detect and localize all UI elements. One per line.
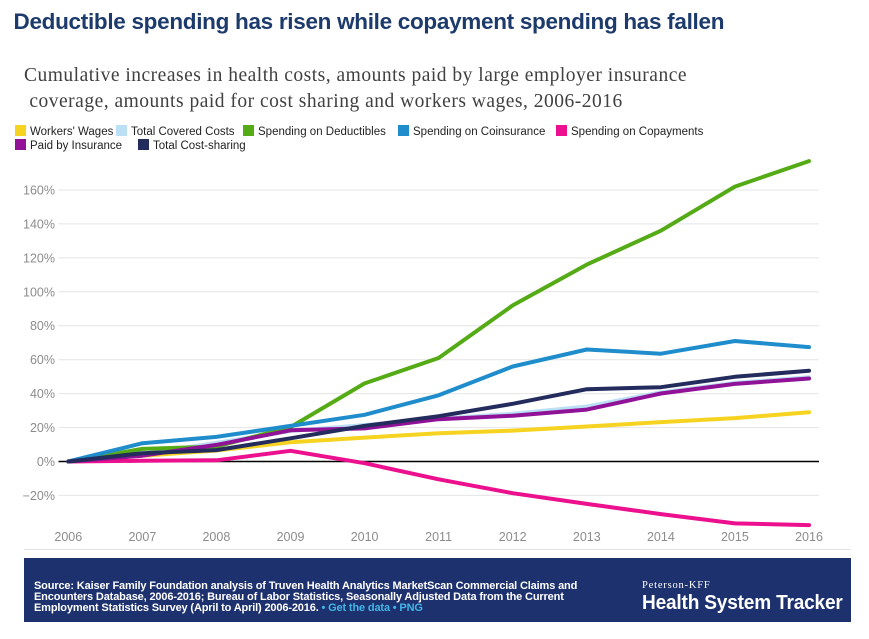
svg-text:160%: 160%	[23, 184, 55, 198]
svg-text:2014: 2014	[647, 530, 675, 544]
svg-text:0%: 0%	[37, 455, 55, 469]
svg-text:80%: 80%	[30, 319, 55, 333]
svg-text:2011: 2011	[425, 530, 452, 544]
svg-text:2007: 2007	[128, 530, 156, 544]
svg-text:100%: 100%	[23, 285, 55, 299]
svg-text:2008: 2008	[202, 530, 230, 544]
svg-text:2009: 2009	[277, 530, 305, 544]
svg-text:20%: 20%	[30, 421, 55, 435]
svg-text:2006: 2006	[54, 530, 82, 544]
svg-text:40%: 40%	[30, 387, 55, 401]
svg-text:−20%: −20%	[23, 489, 55, 503]
svg-text:140%: 140%	[23, 217, 55, 231]
svg-text:2015: 2015	[721, 530, 749, 544]
svg-text:120%: 120%	[23, 251, 55, 265]
svg-text:60%: 60%	[30, 353, 55, 367]
svg-text:2016: 2016	[795, 530, 823, 544]
svg-text:2012: 2012	[499, 530, 527, 544]
svg-text:2013: 2013	[573, 530, 601, 544]
svg-text:2010: 2010	[351, 530, 379, 544]
